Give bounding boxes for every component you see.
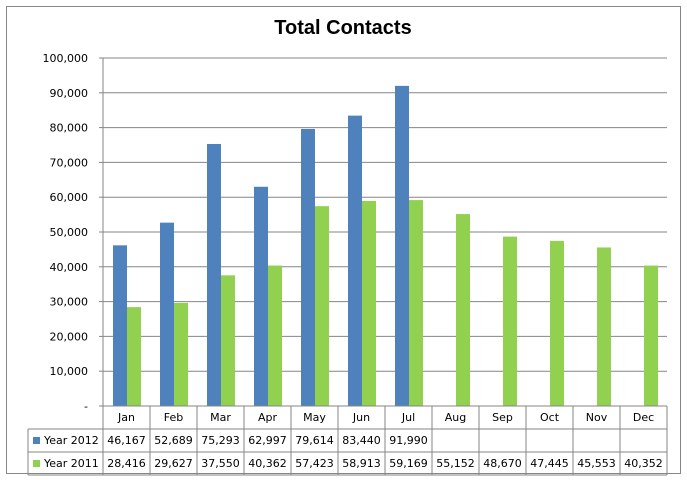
bar-year-2012-jul: [395, 85, 409, 406]
bar-year-2011-may: [315, 206, 329, 406]
bar-year-2012-jan: [113, 245, 127, 406]
table-value-cell: 28,416: [107, 457, 146, 470]
x-category-label: Aug: [445, 411, 466, 424]
table-value-cell: 47,445: [530, 457, 569, 470]
table-value-cell: 48,670: [483, 457, 522, 470]
table-value-cell: 57,423: [295, 457, 334, 470]
legend-series-name: Year 2012: [43, 434, 99, 447]
y-tick-label: 100,000: [43, 52, 89, 65]
table-value-cell: 91,990: [389, 434, 428, 447]
legend-key: [33, 437, 40, 444]
data-table: Jan Feb Mar Apr May Jun Jul Aug Sep Oct Nov Dec Year…: [27, 405, 668, 476]
table-value-cell: 40,362: [248, 457, 287, 470]
y-tick-label: 80,000: [50, 122, 89, 135]
x-category-label: Mar: [210, 411, 231, 424]
y-tick-label: -: [84, 400, 88, 413]
bar-year-2011-jul: [409, 200, 423, 406]
x-category-label: Jan: [117, 411, 135, 424]
table-value-cell: 59,169: [389, 457, 428, 470]
x-category-label: Nov: [586, 411, 608, 424]
chart-title: Total Contacts: [274, 17, 411, 39]
legend-key: [33, 460, 40, 467]
x-category-label: Apr: [258, 411, 278, 424]
table-value-cell: 58,913: [342, 457, 381, 470]
table-value-cell: 75,293: [201, 434, 240, 447]
bar-year-2011-mar: [221, 275, 235, 406]
table-value-cell: 46,167: [107, 434, 146, 447]
gridlines: [103, 57, 667, 372]
y-tick-label: 40,000: [50, 261, 89, 274]
bar-year-2011-jan: [127, 307, 141, 406]
y-tick-label: 20,000: [50, 330, 89, 343]
bar-year-2011-aug: [456, 214, 470, 406]
x-category-label: Feb: [164, 411, 183, 424]
bar-year-2011-jun: [362, 200, 376, 406]
y-tick-label: 60,000: [50, 191, 89, 204]
table-value-cell: 37,550: [201, 457, 240, 470]
bar-year-2011-sep: [503, 236, 517, 406]
bar-year-2011-apr: [268, 265, 282, 406]
table-value-cell: 52,689: [154, 434, 193, 447]
y-tick-label: 90,000: [50, 87, 89, 100]
y-tick-label: 10,000: [50, 365, 89, 378]
table-value-cell: 62,997: [248, 434, 287, 447]
x-category-label: Dec: [633, 411, 654, 424]
table-value-cell: 29,627: [154, 457, 193, 470]
legend-series-name: Year 2011: [43, 457, 99, 470]
bar-year-2011-feb: [174, 302, 188, 406]
bar-year-2011-dec: [644, 265, 658, 406]
bar-year-2012-jun: [348, 115, 362, 407]
bar-year-2012-apr: [254, 186, 268, 406]
x-category-label: Jun: [352, 411, 370, 424]
table-value-cell: 45,553: [577, 457, 616, 470]
bar-year-2011-nov: [597, 247, 611, 406]
bars: [113, 85, 658, 407]
x-category-label: Jul: [401, 411, 415, 424]
y-tick-label: 50,000: [50, 226, 89, 239]
table-value-cell: 55,152: [436, 457, 475, 470]
x-category-label: Oct: [540, 411, 560, 424]
bar-year-2011-oct: [550, 240, 564, 406]
y-tick-label: 70,000: [50, 156, 89, 169]
bar-year-2012-may: [301, 128, 315, 406]
table-value-cell: 83,440: [342, 434, 381, 447]
x-category-label: May: [303, 411, 326, 424]
axes: - 10,000 20,000 30,000 40,000 50,000 60,000 70,…: [43, 52, 104, 413]
bar-year-2012-feb: [160, 222, 174, 406]
y-tick-label: 30,000: [50, 296, 89, 309]
x-category-label: Sep: [492, 411, 513, 424]
table-value-cell: 40,352: [624, 457, 663, 470]
bar-year-2012-mar: [207, 143, 221, 407]
table-value-cell: 79,614: [295, 434, 334, 447]
